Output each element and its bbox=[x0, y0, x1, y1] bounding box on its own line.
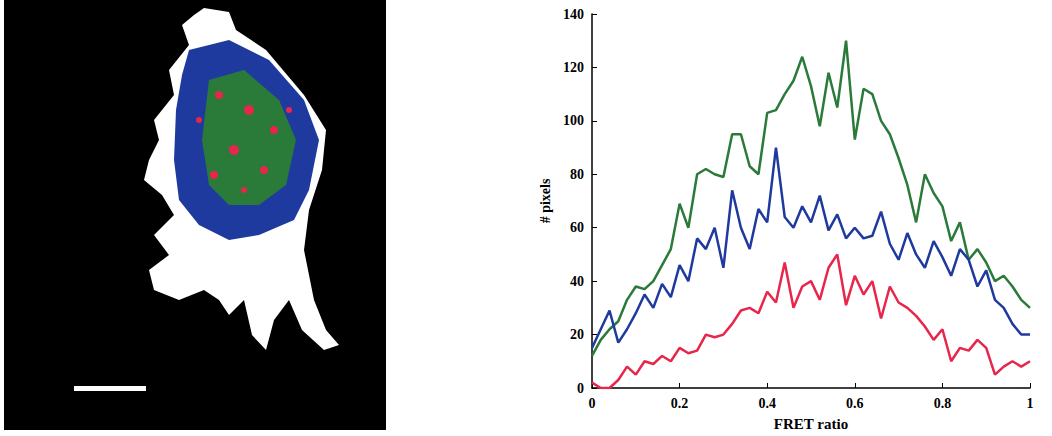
svg-text:20: 20 bbox=[570, 327, 584, 342]
svg-text:80: 80 bbox=[570, 167, 584, 182]
svg-text:0.8: 0.8 bbox=[934, 396, 952, 411]
svg-text:FRET ratio: FRET ratio bbox=[774, 416, 848, 432]
svg-text:0.2: 0.2 bbox=[671, 396, 689, 411]
svg-text:# pixels: # pixels bbox=[538, 178, 553, 223]
svg-text:140: 140 bbox=[563, 7, 584, 22]
svg-text:100: 100 bbox=[563, 113, 584, 128]
svg-text:0: 0 bbox=[577, 381, 584, 396]
svg-text:40: 40 bbox=[570, 274, 584, 289]
svg-text:0.4: 0.4 bbox=[758, 396, 776, 411]
svg-text:0: 0 bbox=[589, 396, 596, 411]
svg-text:120: 120 bbox=[563, 60, 584, 75]
svg-text:0.6: 0.6 bbox=[846, 396, 864, 411]
svg-text:1: 1 bbox=[1027, 396, 1034, 411]
svg-text:60: 60 bbox=[570, 220, 584, 235]
